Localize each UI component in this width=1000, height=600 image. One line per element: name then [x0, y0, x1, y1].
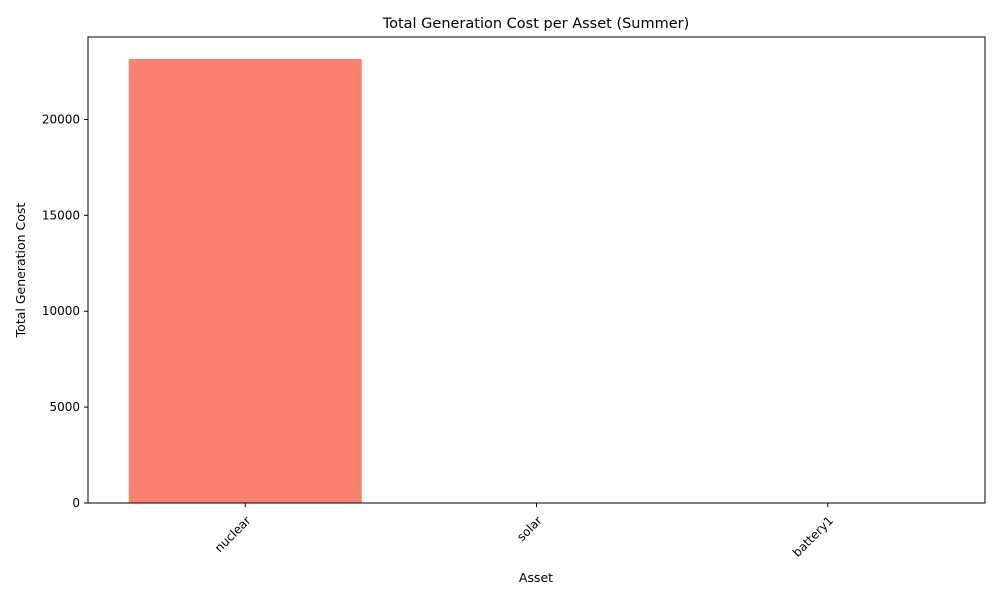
y-tick-label: 5000 — [49, 400, 80, 414]
y-tick-label: 10000 — [42, 304, 80, 318]
y-tick-label: 15000 — [42, 208, 80, 222]
chart-title: Total Generation Cost per Asset (Summer) — [382, 16, 690, 32]
bars-group — [128, 59, 362, 503]
x-axis-label: Asset — [519, 570, 553, 585]
y-axis-ticks: 0 5000 10000 15000 20000 — [42, 112, 88, 510]
y-tick-label: 20000 — [42, 112, 80, 126]
y-tick-label: 0 — [72, 496, 80, 510]
y-axis-label: Total Generation Cost — [13, 203, 28, 339]
bar-nuclear — [128, 59, 362, 503]
x-axis-ticks: nuclear solar battery1 — [212, 503, 836, 560]
x-tick-label-solar: solar — [514, 513, 545, 544]
x-tick-label-nuclear: nuclear — [212, 513, 254, 555]
x-tick-label-battery1: battery1 — [790, 513, 836, 559]
